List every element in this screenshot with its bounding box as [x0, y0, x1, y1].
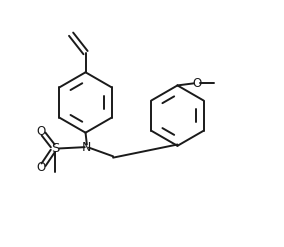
Text: O: O [36, 125, 45, 138]
Text: N: N [82, 141, 91, 154]
Text: O: O [36, 161, 45, 174]
Text: O: O [193, 77, 202, 90]
Text: S: S [51, 142, 60, 155]
